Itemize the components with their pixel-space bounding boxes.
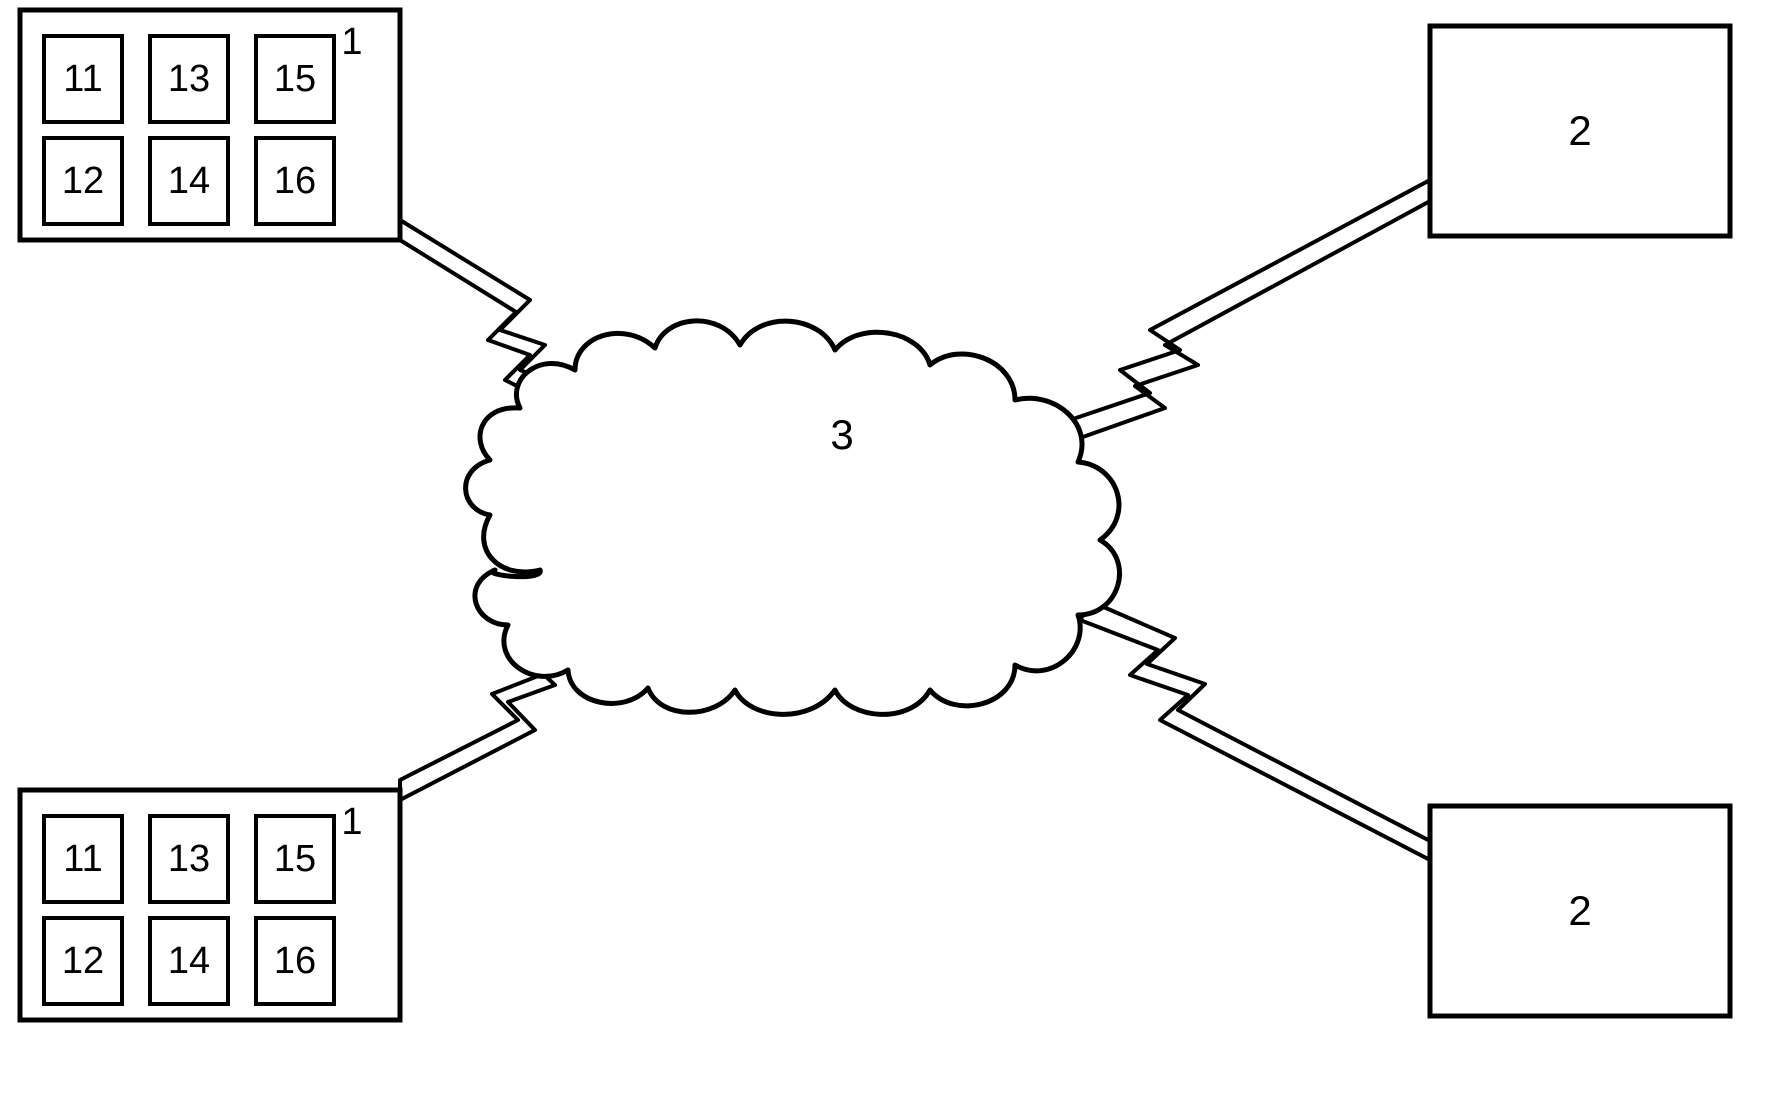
device-cell-label: 16 (274, 160, 316, 202)
plain-box-bottom-right: 2 (1430, 806, 1730, 1016)
device-cell-label: 12 (62, 940, 104, 982)
plain-box-label: 2 (1568, 107, 1591, 154)
plain-box-top-right: 2 (1430, 26, 1730, 236)
connection-bolt-tr (1070, 180, 1432, 438)
device-cell-label: 14 (168, 940, 210, 982)
device-cell-label: 11 (63, 838, 102, 880)
device-box-label: 1 (341, 21, 362, 63)
device-cell-label: 11 (63, 58, 102, 100)
cloud-label: 3 (830, 411, 853, 458)
connection-bolt-br (1080, 602, 1432, 860)
plain-box-label: 2 (1568, 887, 1591, 934)
device-box-bottom-left: 1111315121416 (20, 790, 400, 1020)
device-cell-label: 12 (62, 160, 104, 202)
device-cell-label: 13 (168, 838, 210, 880)
device-cell-label: 13 (168, 58, 210, 100)
device-cell-label: 16 (274, 940, 316, 982)
device-cell-label: 15 (274, 838, 316, 880)
device-cell-label: 15 (274, 58, 316, 100)
device-box-label: 1 (341, 801, 362, 843)
device-cell-label: 14 (168, 160, 210, 202)
cloud-node (466, 321, 1120, 714)
device-box-top-left: 1111315121416 (20, 10, 400, 240)
